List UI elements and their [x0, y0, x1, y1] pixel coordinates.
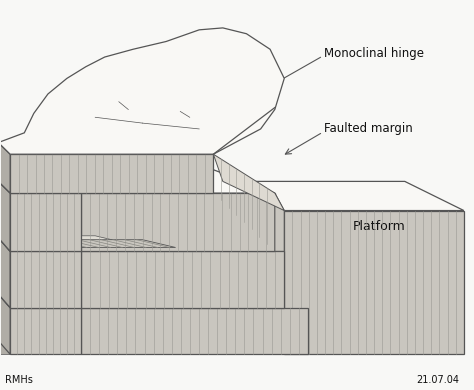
Polygon shape [223, 181, 464, 211]
Text: Hinterland: Hinterland [10, 175, 72, 188]
Polygon shape [213, 154, 284, 211]
Polygon shape [10, 251, 81, 308]
Text: Terrace: Terrace [237, 258, 275, 268]
Polygon shape [81, 308, 308, 355]
Text: Graben / Trough: Graben / Trough [156, 250, 240, 260]
Text: Terrace: Terrace [153, 196, 199, 209]
Text: Shelf: Shelf [156, 165, 183, 175]
Polygon shape [0, 181, 10, 251]
Polygon shape [0, 238, 10, 308]
Polygon shape [81, 193, 275, 251]
Text: RMHs: RMHs [5, 374, 33, 385]
Polygon shape [284, 211, 464, 355]
Polygon shape [57, 183, 166, 193]
Polygon shape [275, 193, 284, 251]
Text: Terrace: Terrace [213, 281, 251, 291]
Text: Hinterland: Hinterland [192, 43, 254, 56]
Polygon shape [0, 290, 81, 308]
Polygon shape [0, 142, 10, 193]
Polygon shape [0, 28, 284, 154]
Polygon shape [48, 240, 175, 248]
Polygon shape [81, 251, 284, 308]
Polygon shape [10, 154, 213, 193]
Text: Embayment: Embayment [145, 153, 208, 163]
Polygon shape [0, 170, 275, 193]
Polygon shape [0, 228, 284, 251]
Text: 21.07.04: 21.07.04 [417, 374, 460, 385]
Polygon shape [0, 341, 308, 355]
Polygon shape [0, 294, 10, 355]
Polygon shape [10, 308, 81, 355]
Text: Monoclinal hinge: Monoclinal hinge [324, 47, 424, 60]
Polygon shape [10, 193, 81, 251]
Text: Faulted margin: Faulted margin [324, 122, 413, 135]
Polygon shape [15, 236, 128, 244]
Text: Ridge: Ridge [166, 266, 196, 276]
Text: Platform: Platform [352, 220, 405, 232]
